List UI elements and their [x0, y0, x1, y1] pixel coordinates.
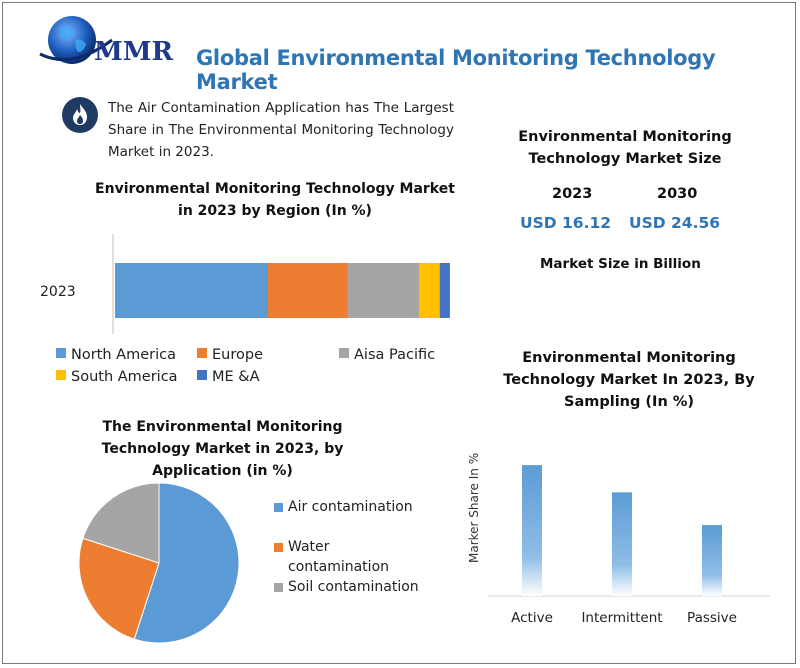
sampling-chart-title-line: Technology Market In 2023, By	[503, 372, 755, 388]
sampling-x-tick-label: Intermittent	[581, 610, 662, 626]
region-legend-label: North America	[71, 347, 176, 363]
region-chart-title-line: Environmental Monitoring Technology Mark…	[95, 181, 455, 197]
sampling-y-axis-label: Marker Share In %	[467, 453, 481, 563]
sampling-bar	[702, 525, 722, 596]
legend-swatch	[56, 348, 66, 358]
region-chart-title: Environmental Monitoring Technology Mark…	[80, 178, 470, 222]
sampling-chart-title-line: Environmental Monitoring	[522, 350, 736, 366]
pie-legend-item: Air contamination	[274, 497, 413, 517]
region-legend-label: South America	[71, 369, 178, 385]
sampling-bar-chart: Marker Share In % Active Intermittent Pass…	[467, 453, 770, 626]
region-bar-segment	[347, 263, 420, 318]
pie-legend-item: Water contamination	[274, 537, 389, 577]
sampling-chart-title: Environmental Monitoring Technology Mark…	[495, 347, 763, 413]
region-legend-item: South America	[56, 369, 178, 385]
highlight-badge	[62, 97, 98, 133]
flame-icon	[73, 104, 87, 125]
market-year-2023: 2023	[552, 186, 593, 202]
sampling-chart-title-line: Sampling (In %)	[564, 394, 694, 410]
legend-swatch	[274, 583, 283, 592]
sampling-x-tick-label: Passive	[687, 610, 737, 626]
region-bar-segment	[419, 263, 440, 318]
application-pie-chart	[78, 482, 240, 644]
highlight-text: The Air Contamination Application has Th…	[108, 100, 454, 160]
globe-icon	[48, 16, 96, 64]
pie-slice	[133, 482, 240, 644]
market-size-title-line: Environmental Monitoring	[518, 129, 732, 145]
pie-slice	[82, 482, 160, 564]
region-bar-segment	[439, 263, 450, 318]
logo-text: MMR	[94, 37, 174, 67]
sampling-bar	[522, 465, 542, 596]
pie-legend-label: Water	[288, 539, 330, 555]
pie-slice	[78, 537, 160, 640]
sampling-bar	[612, 492, 632, 596]
market-size-note: Market Size in Billion	[540, 256, 701, 272]
pie-legend-label: contamination	[288, 559, 390, 575]
region-chart-title-line: in 2023 by Region (In %)	[178, 203, 372, 219]
market-value-2030: USD 24.56	[629, 214, 721, 232]
market-year-2030: 2030	[657, 186, 698, 202]
region-legend-item: North America	[56, 347, 176, 363]
sampling-x-tick-label: Active	[511, 610, 553, 626]
pie-legend-label: Air contamination	[288, 499, 413, 515]
pie-legend-item: Soil contamination	[274, 577, 419, 597]
region-category-label: 2023	[40, 284, 76, 300]
region-bar-segment	[268, 263, 348, 318]
legend-swatch	[274, 543, 283, 552]
region-legend-label: Aisa Pacific	[354, 347, 436, 363]
page-title: Global Environmental Monitoring Technolo…	[196, 46, 716, 94]
market-size-title: Environmental Monitoring Technology Mark…	[500, 126, 750, 170]
application-chart-title-line: Application (in %)	[152, 463, 293, 479]
legend-swatch	[274, 503, 283, 512]
application-chart-title-line: The Environmental Monitoring	[102, 419, 343, 435]
legend-swatch	[339, 348, 349, 358]
application-chart-title-line: Technology Market in 2023, by	[101, 441, 344, 457]
market-size-title-line: Technology Market Size	[528, 151, 722, 167]
legend-swatch	[56, 370, 66, 380]
legend-swatch	[197, 348, 207, 358]
region-legend-label: ME &A	[212, 369, 260, 385]
pie-legend-label: Soil contamination	[288, 579, 419, 595]
region-legend-item: Aisa Pacific	[339, 347, 435, 363]
region-legend-label: Europe	[212, 347, 263, 363]
application-chart-title: The Environmental Monitoring Technology …	[80, 416, 365, 482]
region-legend-item: ME &A	[197, 369, 260, 385]
legend-swatch	[197, 370, 207, 380]
region-legend-item: Europe	[197, 347, 263, 363]
region-stacked-bar-chart: 2023	[40, 234, 450, 334]
mmr-logo: MMR	[39, 16, 174, 67]
region-bar-segment	[115, 263, 268, 318]
market-value-2023: USD 16.12	[520, 214, 612, 232]
